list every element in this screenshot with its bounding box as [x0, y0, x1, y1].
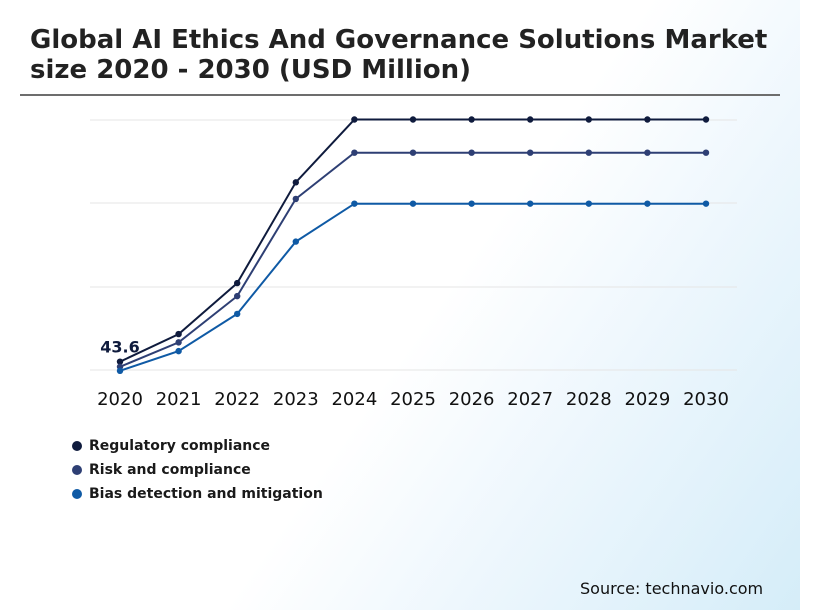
data-point[interactable]	[585, 149, 592, 156]
data-point[interactable]	[527, 149, 534, 156]
x-tick-label: 2025	[390, 389, 436, 410]
data-point[interactable]	[234, 310, 241, 318]
data-point[interactable]	[702, 149, 710, 156]
data-point[interactable]	[175, 347, 182, 355]
legend-label: Regulatory compliance	[89, 438, 271, 454]
x-tick-label: 2026	[449, 389, 495, 410]
series-risk-and-compliance	[116, 149, 710, 370]
legend-item-risk-and-compliance[interactable]: Risk and compliance	[72, 458, 323, 482]
data-point[interactable]	[527, 200, 534, 207]
data-point[interactable]	[468, 149, 475, 156]
x-tick-label: 2022	[214, 389, 260, 410]
x-tick-label: 2030	[683, 389, 729, 410]
data-point[interactable]	[585, 200, 592, 207]
source-credit: Source: technavio.com	[580, 579, 764, 598]
data-point[interactable]	[409, 116, 417, 123]
legend-item-bias-detection-and-mitigation[interactable]: Bias detection and mitigation	[72, 482, 323, 506]
x-tick-label: 2020	[97, 389, 143, 410]
data-label: 43.6	[100, 338, 139, 357]
x-tick-label: 2021	[156, 389, 202, 410]
x-tick-label: 2028	[566, 389, 612, 410]
data-point[interactable]	[351, 116, 358, 123]
data-point[interactable]	[644, 200, 651, 207]
legend-label: Bias detection and mitigation	[89, 486, 323, 502]
x-axis-ticks: 2020 2021 2022 2023 2024 2025 2026 2027 2028 2029…	[97, 389, 729, 410]
series-regulatory-compliance	[116, 116, 710, 365]
data-point[interactable]	[351, 149, 358, 156]
legend-label: Risk and compliance	[89, 462, 251, 478]
data-point[interactable]	[234, 292, 241, 300]
chart-title: Global AI Ethics And Governance Solution…	[30, 25, 768, 85]
data-point[interactable]	[585, 116, 592, 123]
data-point[interactable]	[468, 200, 475, 207]
right-margin-strip	[800, 0, 825, 610]
data-point[interactable]	[175, 339, 182, 346]
legend: Regulatory compliance Risk and complianc…	[72, 434, 323, 506]
data-point[interactable]	[702, 200, 710, 207]
data-point[interactable]	[644, 149, 651, 156]
data-point[interactable]	[175, 330, 182, 338]
legend-item-regulatory-compliance[interactable]: Regulatory compliance	[72, 434, 323, 458]
data-point[interactable]	[351, 200, 358, 207]
data-point[interactable]	[644, 116, 651, 123]
series-lines	[116, 116, 710, 375]
series-line	[119, 151, 706, 368]
data-point[interactable]	[468, 116, 475, 123]
series-bias-detection-and-mitigation	[116, 200, 710, 375]
data-point[interactable]	[527, 116, 534, 123]
data-point[interactable]	[702, 116, 710, 123]
data-point[interactable]	[234, 279, 241, 287]
x-tick-label: 2029	[624, 389, 670, 410]
data-point[interactable]	[116, 367, 124, 375]
data-point[interactable]	[292, 195, 299, 203]
title-divider	[20, 94, 780, 96]
data-point[interactable]	[292, 238, 299, 245]
data-point[interactable]	[409, 149, 417, 156]
data-point[interactable]	[409, 200, 417, 207]
x-tick-label: 2024	[331, 389, 377, 410]
x-tick-label: 2023	[273, 389, 319, 410]
data-point[interactable]	[116, 358, 124, 365]
legend-marker	[72, 441, 82, 451]
data-labels: 43.6	[100, 338, 139, 357]
data-point[interactable]	[292, 179, 299, 186]
legend-marker	[72, 489, 82, 499]
gridlines	[90, 119, 737, 371]
x-tick-label: 2027	[507, 389, 553, 410]
legend-marker	[72, 465, 82, 475]
